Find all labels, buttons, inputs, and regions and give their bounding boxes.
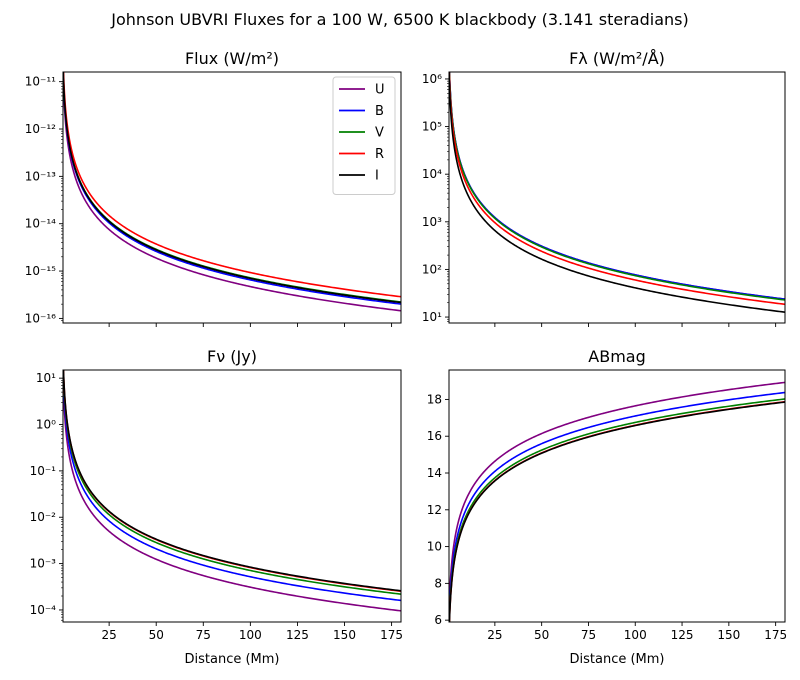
y-tick-label: 10³ <box>422 215 442 229</box>
y-tick-label: 10¹ <box>422 310 442 324</box>
chart-panel-2: 10¹ 10² 10³ 10⁴ 10⁵ 10⁶ Fλ (W/m²/Å) <box>422 49 786 327</box>
x-tick-label: 50 <box>534 628 549 642</box>
plot-frame <box>62 369 402 623</box>
x-tick-label: 125 <box>671 628 694 642</box>
series-line-b <box>63 370 401 602</box>
y-tick-label: 10⁻¹⁵ <box>25 264 56 278</box>
plot-frame <box>448 369 786 623</box>
plot-frame <box>448 71 786 324</box>
legend-label-i: I <box>375 169 379 184</box>
x-tick-label: 100 <box>624 628 647 642</box>
y-tick-label: 10⁻³ <box>30 557 57 571</box>
x-tick-label: 100 <box>239 628 262 642</box>
series-line-i <box>63 72 401 304</box>
series-line-v <box>63 370 401 595</box>
y-tick-label: 10⁻¹⁴ <box>25 217 56 231</box>
plot-frame <box>62 71 402 324</box>
x-tick-label: 75 <box>196 628 211 642</box>
chart-panel-3: 25 50 75 100 125 150 175 10⁻⁴ 10⁻³ 10⁻² 10⁻¹ 10⁰ 10¹… <box>30 347 403 667</box>
x-axis-label: Distance (Mm) <box>185 652 280 667</box>
legend-label-b: B <box>375 104 384 119</box>
y-tick-label: 10⁻¹¹ <box>25 75 56 89</box>
y-tick-label: 10⁰ <box>36 418 56 432</box>
y-tick-label: 10⁴ <box>422 167 442 181</box>
x-tick-label: 50 <box>149 628 164 642</box>
figure-title: Johnson UBVRI Fluxes for a 100 W, 6500 K… <box>111 10 689 29</box>
y-tick-label: 8 <box>434 576 442 590</box>
y-tick-label: 10 <box>427 540 442 554</box>
series-line-r <box>449 72 785 306</box>
legend-label-u: U <box>375 83 385 98</box>
y-tick-label: 10⁶ <box>422 72 442 86</box>
series-line-u <box>449 72 785 300</box>
y-tick-label: 10⁻⁴ <box>30 603 57 617</box>
panel-title: Fν (Jy) <box>207 347 257 366</box>
series-line-u <box>63 373 401 612</box>
series-line-u <box>449 381 785 619</box>
x-tick-label: 175 <box>764 628 787 642</box>
series-line-i <box>63 370 401 592</box>
series-line-b <box>449 391 785 622</box>
y-tick-label: 10¹ <box>36 371 56 385</box>
y-tick-label: 10⁻¹⁶ <box>25 311 56 325</box>
series-line-u <box>63 72 401 312</box>
series-line-r <box>63 370 401 593</box>
chart-panel-1: 10⁻¹⁶ 10⁻¹⁵ 10⁻¹⁴ 10⁻¹³ 10⁻¹² 10⁻¹¹ Flux (W/m²… <box>25 49 402 327</box>
series-line-v <box>449 398 785 622</box>
chart-panel-4: 25 50 75 100 125 150 175 6 8 10 12 14 16 18 ABmag Dista… <box>427 347 787 667</box>
y-tick-label: 10⁻¹³ <box>25 169 56 183</box>
x-axis-label: Distance (Mm) <box>570 652 665 667</box>
x-tick-label: 25 <box>101 628 116 642</box>
panel-title: ABmag <box>588 347 645 366</box>
x-tick-label: 75 <box>581 628 596 642</box>
x-tick-label: 125 <box>286 628 309 642</box>
y-tick-label: 18 <box>427 392 442 406</box>
series-line-i <box>449 72 785 313</box>
y-tick-label: 14 <box>427 466 442 480</box>
y-tick-label: 16 <box>427 429 442 443</box>
series-line-b <box>449 72 785 300</box>
panel-title: Flux (W/m²) <box>185 49 279 68</box>
y-tick-label: 10² <box>422 262 442 276</box>
series-line-v <box>449 72 785 301</box>
y-tick-label: 10⁻¹ <box>30 464 57 478</box>
legend-box <box>332 76 396 195</box>
x-tick-label: 150 <box>717 628 740 642</box>
x-tick-label: 150 <box>333 628 356 642</box>
y-tick-label: 10⁻² <box>30 510 57 524</box>
series-line-r <box>63 72 401 298</box>
y-tick-label: 12 <box>427 503 442 517</box>
y-tick-label: 6 <box>434 613 442 627</box>
x-tick-label: 25 <box>487 628 502 642</box>
series-line-i <box>449 401 785 622</box>
panel-title: Fλ (W/m²/Å) <box>569 49 665 68</box>
legend-label-r: R <box>375 147 384 162</box>
y-tick-label: 10⁵ <box>422 120 442 134</box>
y-tick-label: 10⁻¹² <box>25 122 56 136</box>
series-line-r <box>449 400 785 622</box>
legend-label-v: V <box>375 126 384 141</box>
x-tick-label: 175 <box>380 628 403 642</box>
